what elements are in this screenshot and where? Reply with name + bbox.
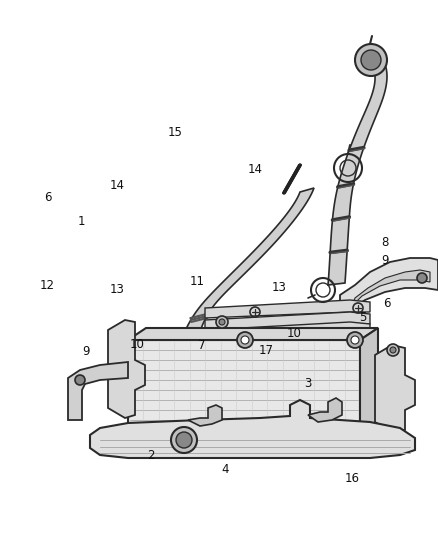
Polygon shape <box>188 405 222 426</box>
Polygon shape <box>68 362 128 420</box>
Circle shape <box>171 427 197 453</box>
Text: 10: 10 <box>287 327 302 340</box>
Polygon shape <box>128 328 378 340</box>
Circle shape <box>387 344 399 356</box>
Text: 6: 6 <box>383 297 391 310</box>
Text: 4: 4 <box>222 463 230 475</box>
Text: 15: 15 <box>168 126 183 139</box>
Circle shape <box>347 332 363 348</box>
Polygon shape <box>205 322 370 340</box>
Text: 13: 13 <box>110 283 124 296</box>
Circle shape <box>237 332 253 348</box>
Text: 5: 5 <box>359 311 367 324</box>
Polygon shape <box>308 398 342 422</box>
Circle shape <box>75 375 85 385</box>
Polygon shape <box>328 62 387 285</box>
Circle shape <box>216 316 228 328</box>
Text: 14: 14 <box>110 179 124 192</box>
Text: 6: 6 <box>44 191 51 204</box>
Text: 8: 8 <box>381 236 389 249</box>
Text: 17: 17 <box>258 344 273 357</box>
Circle shape <box>176 432 192 448</box>
Text: 9: 9 <box>381 254 389 266</box>
Text: 16: 16 <box>345 472 360 485</box>
Polygon shape <box>205 300 370 318</box>
Polygon shape <box>175 188 314 435</box>
Circle shape <box>219 319 225 325</box>
Text: 13: 13 <box>272 281 286 294</box>
Circle shape <box>351 336 359 344</box>
Text: 11: 11 <box>190 275 205 288</box>
Circle shape <box>355 44 387 76</box>
Text: 9: 9 <box>82 345 90 358</box>
Text: 10: 10 <box>129 338 144 351</box>
Polygon shape <box>375 345 415 432</box>
Text: 1: 1 <box>78 215 85 228</box>
Text: 7: 7 <box>198 339 205 352</box>
Polygon shape <box>205 312 370 330</box>
Polygon shape <box>90 400 415 458</box>
Text: 12: 12 <box>40 279 55 292</box>
Polygon shape <box>360 328 378 440</box>
Polygon shape <box>108 320 145 418</box>
Polygon shape <box>352 270 430 306</box>
Polygon shape <box>128 340 360 440</box>
Text: 3: 3 <box>304 377 312 390</box>
Polygon shape <box>340 258 438 315</box>
Circle shape <box>361 50 381 70</box>
Circle shape <box>417 273 427 283</box>
Circle shape <box>390 347 396 353</box>
Text: 14: 14 <box>247 163 262 176</box>
Circle shape <box>241 336 249 344</box>
Text: 2: 2 <box>147 449 155 462</box>
